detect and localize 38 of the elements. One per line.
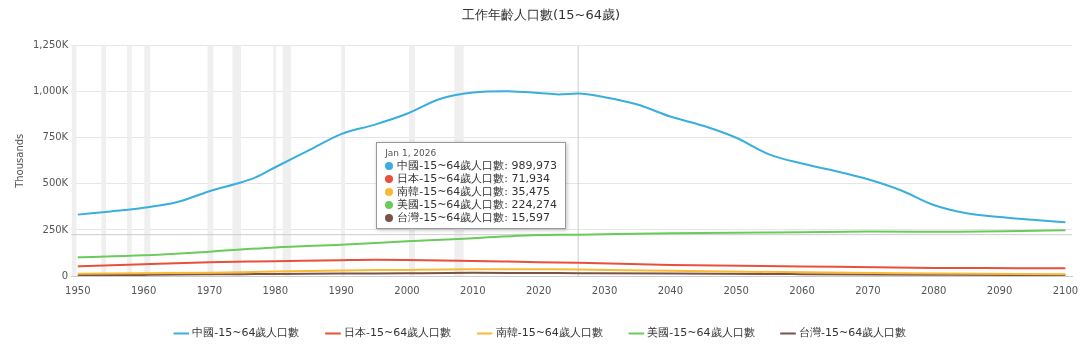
x-tick-label: 2030: [591, 284, 618, 296]
x-tick-label: 2040: [657, 284, 684, 296]
y-axis-title: Thousands: [13, 133, 25, 189]
x-tick-label: 2010: [460, 284, 486, 296]
annotation: 南韓-15~64歲人口數: 35,475: [397, 185, 551, 198]
y-tick-label: 1,000K: [33, 85, 69, 97]
legend-label: 日本-15~64歲人口數: [343, 326, 452, 340]
x-tick-label: 1950: [65, 284, 91, 296]
x-tick-label: 1970: [196, 284, 223, 296]
line-series: [76, 258, 1067, 270]
y-tick-label: 750K: [42, 131, 69, 143]
x-tick-label: 1990: [328, 284, 354, 296]
legend-label: 美國-15~64歲人口數: [647, 326, 755, 340]
chart-title: 工作年齡人口數(15~64歲): [461, 7, 621, 23]
annotation: Jan 1, 2026: [385, 148, 437, 158]
annotation: 中國-15~64歲人口數: 989,973: [397, 159, 558, 172]
x-tick-label: 1980: [262, 284, 289, 296]
x-tick-label: 1960: [130, 284, 157, 296]
annotation: 台灣-15~64歲人口數: 15,597: [397, 211, 551, 224]
x-tick-label: 2050: [723, 284, 749, 296]
x-tick-label: 2060: [789, 284, 815, 296]
x-tick-label: 2080: [921, 284, 947, 296]
x-tick-label: 2090: [986, 284, 1013, 296]
x-tick-label: 2100: [1052, 284, 1079, 296]
legend-label: 台灣-15~64歲人口數: [799, 326, 907, 340]
legend-label: 中國-15~64歲人口數: [192, 326, 300, 340]
x-tick-label: 2000: [394, 284, 420, 296]
x-tick-label: 2020: [525, 284, 552, 296]
y-tick-label: 0: [61, 269, 69, 281]
x-tick-label: 2070: [855, 284, 881, 296]
line-series: [76, 90, 1067, 224]
annotation: 日本-15~64歲人口數: 71,934: [397, 172, 551, 185]
line-series: [76, 229, 1067, 259]
y-tick-label: 250K: [42, 223, 69, 235]
y-tick-label: 500K: [42, 177, 69, 189]
y-tick-label: 1,250K: [33, 39, 69, 51]
legend-label: 南韓-15~64歲人口數: [495, 326, 603, 340]
annotation: 美國-15~64歲人口數: 224,274: [397, 198, 558, 211]
